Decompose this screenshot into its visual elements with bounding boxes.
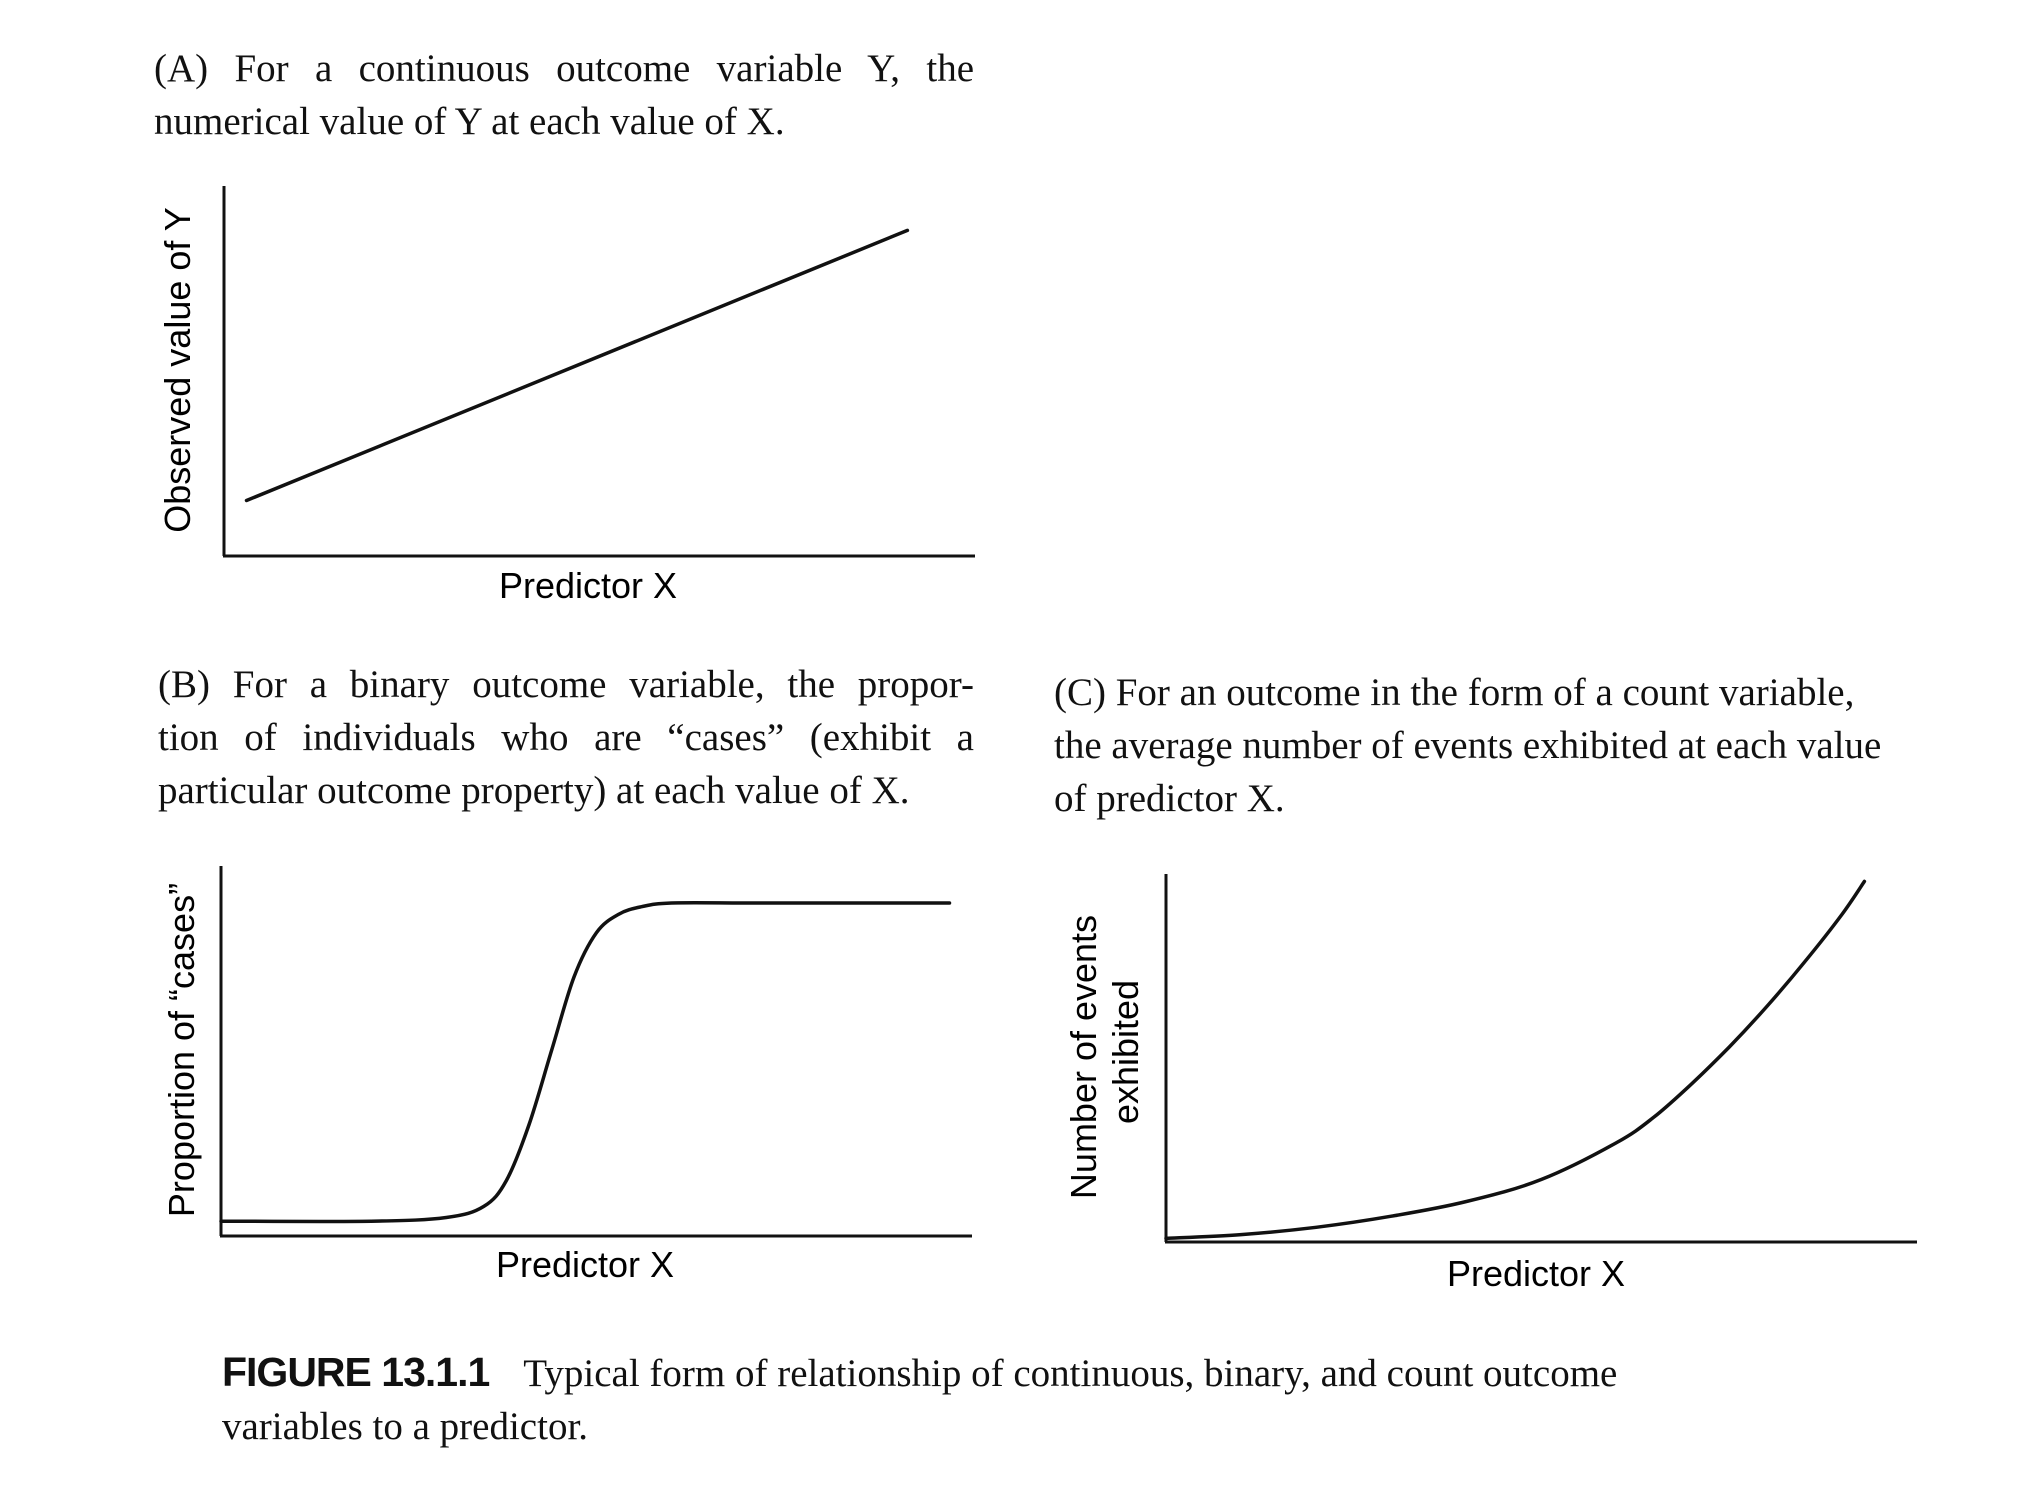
chart-c-series-line	[1164, 879, 1867, 1241]
chart-c-y-label: Number of events exhibited	[1063, 905, 1146, 1199]
chart-b-series-line	[219, 900, 952, 1224]
chart-b: Predictor X Proportion of “cases”	[161, 866, 972, 1285]
chart-a-x-label: Predictor X	[499, 565, 677, 606]
figure-number: FIGURE 13.1.1	[222, 1349, 490, 1395]
chart-b-x-label: Predictor X	[496, 1244, 674, 1285]
panel-b-caption: (B) For a binary outcome variable, the p…	[158, 658, 974, 817]
figure-caption-text: Typical form of relationship of continuo…	[222, 1352, 1618, 1448]
panel-b-caption-line-3: particular outcome property) at each val…	[158, 769, 910, 812]
panel-a-caption-line-2: numerical value of Y at each value of X.	[154, 100, 785, 143]
panel-a-caption: (A) For a continuous outcome variable Y,…	[154, 42, 974, 148]
chart-c-y-label-line-2: exhibited	[1105, 980, 1146, 1124]
panel-c-caption-line-2: the average number of events exhibited a…	[1054, 724, 1882, 767]
chart-a: Predictor X Observed value of Y	[157, 186, 975, 606]
panel-c-caption: (C) For an outcome in the form of a coun…	[1054, 666, 1934, 825]
chart-c-x-label: Predictor X	[1447, 1253, 1625, 1294]
panel-b-caption-line-1: (B) For a binary outcome variable, the p…	[158, 663, 974, 706]
chart-b-y-label: Proportion of “cases”	[161, 883, 202, 1217]
figure-caption: FIGURE 13.1.1 Typical form of relationshi…	[222, 1346, 1722, 1453]
panel-b-caption-line-2: tion of individuals who are “cases” (exh…	[158, 716, 974, 759]
panel-a-caption-line-1: (A) For a continuous outcome variable Y,…	[154, 47, 974, 90]
chart-a-series-line	[244, 228, 910, 503]
panel-c-caption-line-3: of predictor X.	[1054, 777, 1285, 820]
chart-c: Predictor X Number of events exhibited	[1063, 874, 1917, 1294]
chart-a-y-label: Observed value of Y	[157, 207, 198, 533]
chart-c-y-label-line-1: Number of events	[1063, 915, 1104, 1199]
panel-c-caption-line-1: (C) For an outcome in the form of a coun…	[1054, 671, 1855, 714]
